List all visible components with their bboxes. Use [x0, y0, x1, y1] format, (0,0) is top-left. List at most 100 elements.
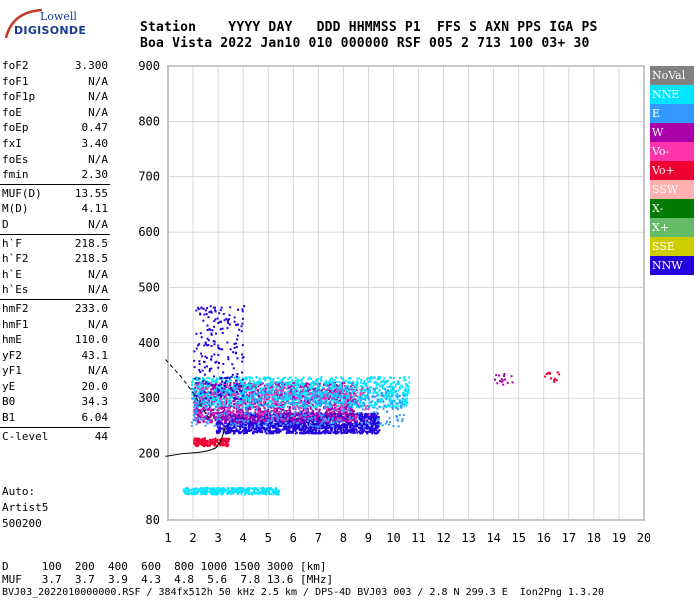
data-point-nne [310, 401, 313, 404]
data-point-w [329, 395, 332, 398]
data-point-w [298, 414, 301, 417]
data-point-e [217, 424, 220, 427]
data-point-nnw [261, 422, 264, 424]
data-point-w [315, 408, 318, 411]
x-tick-label: 13 [461, 531, 475, 545]
data-point-nne [304, 394, 307, 397]
data-point-w [233, 418, 236, 421]
data-point-nnw [296, 427, 299, 430]
data-point-w [338, 392, 341, 395]
data-point-nnw [293, 422, 296, 425]
data-point-e [386, 420, 388, 423]
data-point-nne [328, 387, 331, 390]
data-point-e [304, 407, 307, 410]
data-point-nnw [246, 413, 248, 416]
data-point-nne [320, 376, 323, 379]
data-point-e [386, 410, 389, 413]
data-point-nne [358, 377, 361, 380]
data-point-w [212, 411, 215, 414]
data-point-w [221, 406, 224, 409]
data-point-nne [332, 399, 335, 402]
data-point-nnw [366, 415, 368, 418]
y-tick-label: 900 [138, 59, 160, 73]
data-point-nnw [329, 413, 332, 415]
data-point-e [264, 421, 267, 424]
data-point-e [320, 399, 322, 402]
data-point-nne [404, 387, 407, 390]
data-point-w [238, 408, 241, 411]
data-point-w [353, 410, 355, 413]
data-point-nnw [248, 425, 251, 427]
data-point-e [233, 422, 236, 425]
data-point-nnw [253, 419, 256, 421]
data-point-w [210, 394, 213, 397]
data-point-e [235, 419, 238, 422]
data-point-nne [265, 383, 268, 386]
data-point-vo- [208, 444, 211, 447]
data-point-nne [253, 393, 256, 396]
data-point-e [205, 405, 208, 408]
data-point-w [347, 419, 350, 422]
data-point-w [319, 382, 321, 385]
data-point-nne [265, 377, 268, 380]
data-point-w [237, 416, 240, 419]
data-point-nne [347, 377, 350, 380]
data-point-e [336, 392, 339, 395]
data-point-w [288, 409, 291, 412]
data-point-nne [325, 390, 328, 393]
data-point-w [320, 389, 323, 392]
data-point-nnw [369, 431, 372, 433]
data-point-w [197, 382, 199, 385]
data-point-nne [286, 397, 289, 400]
param-label: h`E [2, 267, 22, 281]
data-point-nne [331, 390, 334, 393]
data-point-e [379, 422, 382, 425]
data-point-nne [407, 391, 410, 394]
data-point-w [214, 392, 217, 395]
data-point-w [232, 405, 235, 408]
data-point-w [314, 401, 317, 404]
data-point-nnw [359, 412, 362, 415]
data-point-w [261, 419, 264, 422]
data-point-w [299, 420, 302, 423]
data-point-e [272, 406, 275, 409]
data-point-nnw [232, 426, 235, 429]
data-point-w [270, 385, 273, 387]
data-point-e [257, 423, 260, 425]
ionogram-chart: 1 2 3 4 5 6 7 8 9 10 11 12 13 14 15 16 17 18 19 20802003004… [138, 59, 650, 545]
data-point-w [213, 413, 216, 416]
data-point-e [401, 420, 404, 423]
y-tick-label: 400 [138, 336, 160, 350]
data-point-w [306, 413, 308, 416]
data-point-nnw [331, 428, 334, 430]
data-point-nne [247, 400, 250, 403]
data-point-e [358, 425, 361, 428]
data-point-w [258, 414, 261, 417]
x-tick-label: 18 [587, 531, 601, 545]
data-point-nnw [354, 420, 357, 423]
data-point-nnw [312, 432, 315, 435]
data-point-nnw [285, 432, 288, 435]
data-point-nnw [377, 431, 380, 434]
data-point-nnw [229, 431, 232, 434]
data-point-nnw [374, 432, 377, 435]
data-point-e [287, 417, 290, 420]
data-point-nne [352, 403, 355, 406]
data-point-nne [210, 398, 213, 401]
data-point-nne [338, 381, 341, 384]
data-point-nne [288, 376, 291, 379]
data-point-nnw [340, 424, 343, 427]
data-point-nne [249, 385, 252, 388]
data-point-w [200, 411, 203, 414]
data-point-nne [225, 389, 228, 392]
data-point-e [267, 419, 270, 422]
data-point-nne [333, 379, 336, 382]
data-point-nne [394, 393, 397, 396]
data-point-nne [297, 405, 300, 408]
data-point-w [260, 403, 263, 406]
data-point-nne [317, 400, 320, 403]
data-point-e [318, 395, 321, 398]
data-point-nne [368, 401, 371, 404]
data-point-nne [219, 404, 222, 407]
data-point-nne [240, 381, 243, 384]
